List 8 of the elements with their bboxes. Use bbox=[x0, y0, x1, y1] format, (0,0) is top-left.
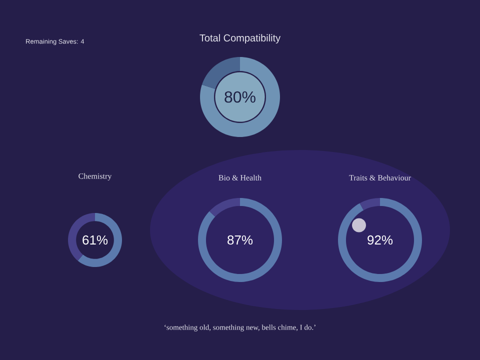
chart-title: Chemistry bbox=[78, 173, 112, 180]
data-label: 80% bbox=[224, 91, 256, 103]
data-label: 87% bbox=[228, 235, 253, 245]
chart-title: Bio & Health bbox=[218, 174, 262, 180]
data-label: 92% bbox=[368, 235, 393, 245]
chart-title: Traits & Behaviour bbox=[349, 174, 411, 180]
chart-title: Total Compatibility bbox=[200, 34, 281, 44]
data-label: 61% bbox=[82, 235, 108, 245]
